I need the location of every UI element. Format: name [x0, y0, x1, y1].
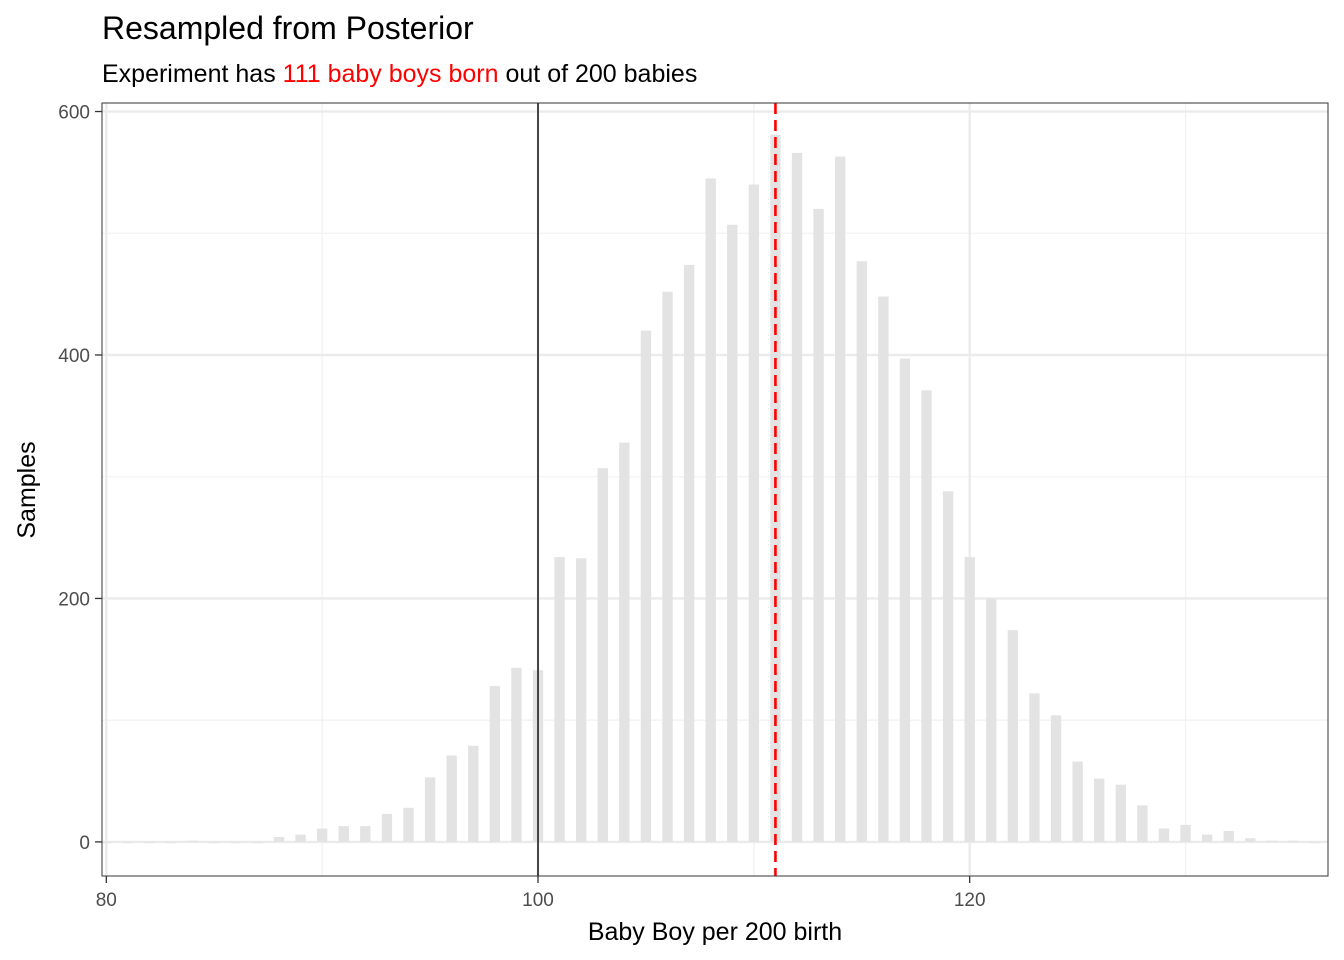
- bar-133: [1245, 838, 1256, 842]
- bar-91: [338, 826, 349, 842]
- bars: [101, 134, 1321, 844]
- bar-87: [252, 841, 263, 844]
- bar-120: [964, 557, 975, 842]
- bar-96: [446, 755, 457, 842]
- bar-135: [1288, 840, 1299, 842]
- bar-80: [101, 841, 112, 844]
- bar-90: [316, 828, 328, 842]
- bar-136: [1309, 841, 1321, 844]
- bar-122: [1007, 630, 1019, 842]
- bar-117: [899, 358, 911, 842]
- bar-88: [273, 837, 285, 842]
- bar-110: [748, 184, 760, 842]
- bar-86: [230, 841, 242, 844]
- bar-132: [1223, 830, 1234, 842]
- reference-lines: [537, 103, 777, 876]
- bar-105: [640, 330, 652, 842]
- bar-108: [705, 178, 716, 842]
- bar-130: [1180, 824, 1191, 842]
- chart-title: Resampled from Posterior: [102, 10, 474, 46]
- bar-104: [619, 442, 630, 842]
- bar-112: [791, 152, 803, 842]
- bar-101: [554, 557, 565, 842]
- x-tick-label: 80: [96, 890, 117, 911]
- bar-118: [921, 390, 932, 842]
- x-axis: 80 100 120: [96, 876, 986, 911]
- bar-127: [1115, 784, 1126, 842]
- bar-85: [209, 841, 220, 844]
- bar-83: [165, 841, 177, 844]
- bar-98: [489, 686, 501, 842]
- bar-109: [727, 224, 738, 842]
- bar-121: [986, 598, 997, 842]
- bar-131: [1201, 834, 1213, 842]
- bar-93: [381, 813, 393, 842]
- bar-106: [662, 291, 673, 842]
- chart-subtitle: Experiment has 111 baby boys born out of…: [102, 60, 697, 89]
- bar-134: [1266, 840, 1278, 842]
- bar-128: [1137, 805, 1148, 842]
- bar-92: [360, 826, 371, 842]
- bar-124: [1050, 715, 1062, 842]
- subtitle-prefix: Experiment has: [102, 60, 283, 88]
- x-tick-label: 100: [522, 890, 554, 911]
- bar-123: [1029, 693, 1040, 842]
- bar-94: [403, 807, 414, 842]
- y-axis-label: Samples: [13, 441, 41, 538]
- bar-84: [187, 840, 198, 842]
- bar-116: [878, 296, 889, 842]
- y-axis: 0 200 400 600: [58, 103, 102, 854]
- x-tick-label: 120: [954, 890, 986, 911]
- bar-102: [575, 558, 587, 842]
- bar-81: [122, 841, 134, 844]
- bar-119: [942, 491, 954, 842]
- bar-103: [597, 468, 608, 842]
- y-tick-label: 0: [79, 833, 90, 854]
- bar-126: [1094, 778, 1105, 842]
- bar-113: [813, 208, 824, 842]
- bar-107: [683, 264, 695, 842]
- y-tick-label: 600: [58, 103, 90, 124]
- x-axis-label: Baby Boy per 200 birth: [588, 918, 842, 946]
- bar-82: [144, 841, 155, 844]
- plot-panel-border: [101, 102, 1329, 877]
- bar-114: [835, 156, 846, 842]
- bar-111: [770, 134, 781, 842]
- subtitle-suffix: out of 200 babies: [498, 60, 698, 88]
- bar-97: [468, 745, 479, 842]
- bar-115: [856, 261, 867, 842]
- y-tick-label: 400: [58, 346, 90, 367]
- bar-95: [424, 777, 436, 842]
- bar-129: [1158, 828, 1170, 842]
- y-tick-label: 200: [58, 589, 90, 610]
- bar-89: [295, 834, 306, 842]
- subtitle-highlight: 111 baby boys born: [282, 60, 499, 88]
- bar-99: [511, 667, 522, 842]
- bar-125: [1072, 761, 1083, 842]
